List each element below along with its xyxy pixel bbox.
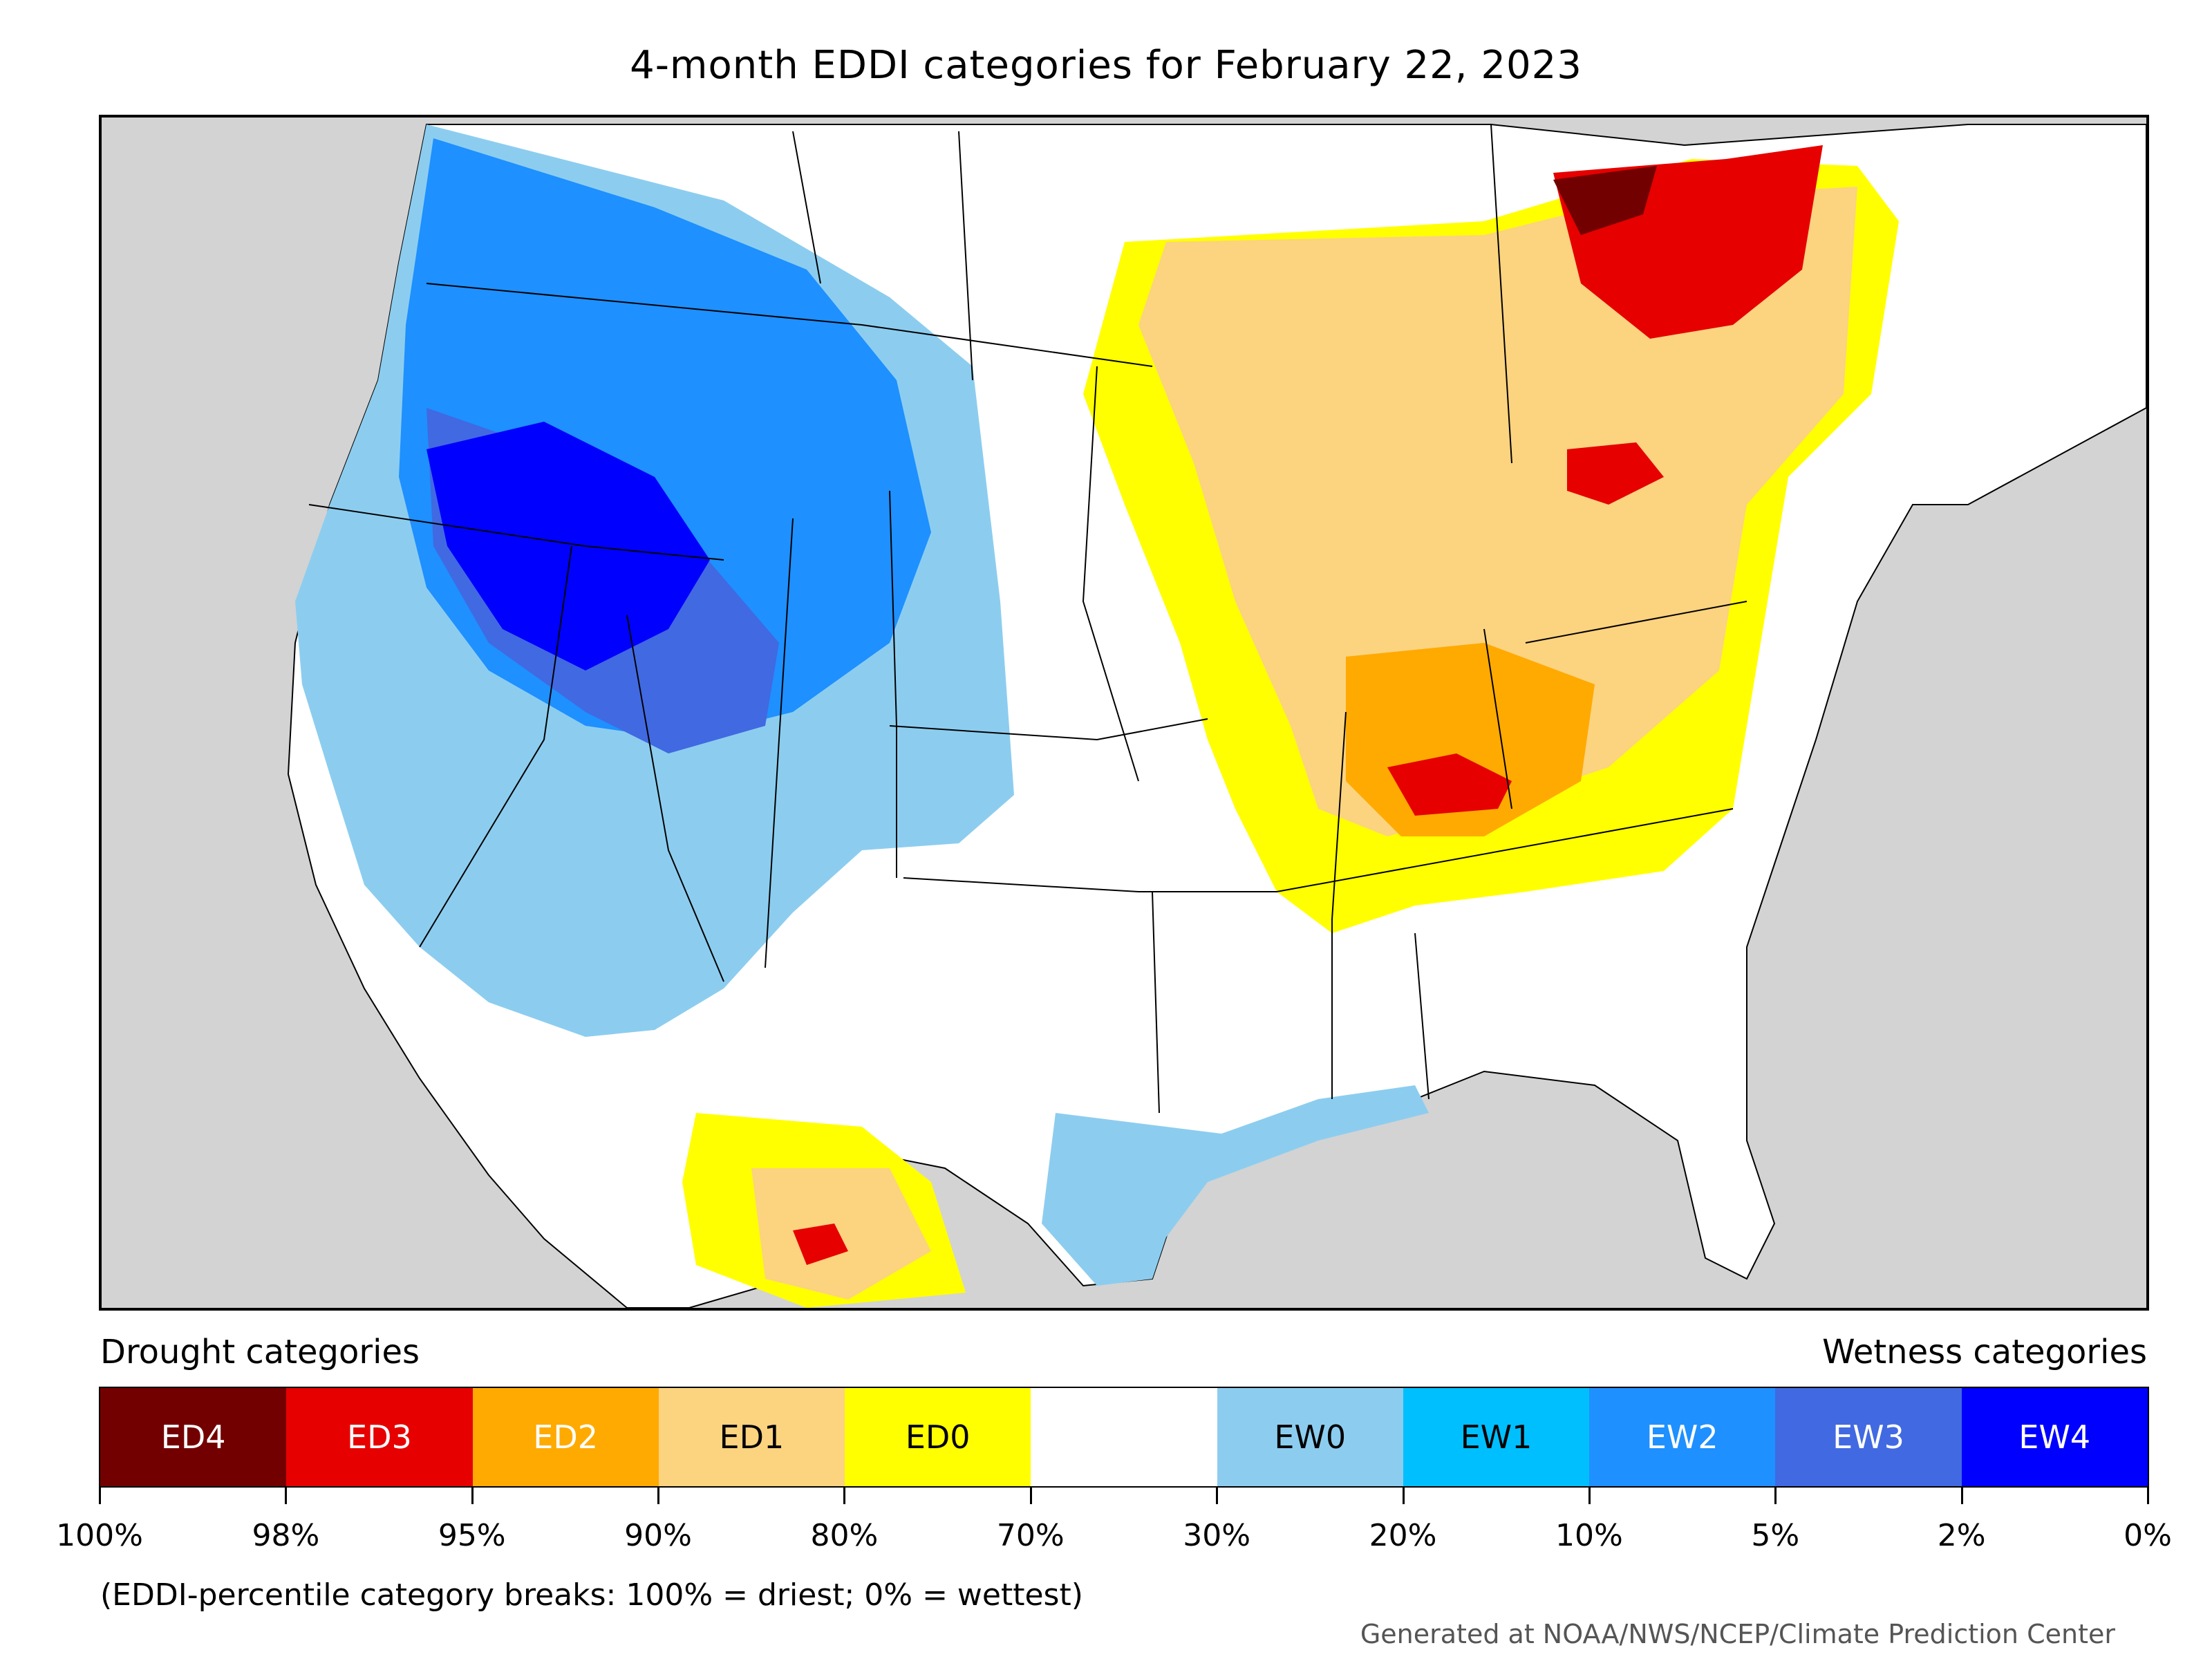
ed1-east xyxy=(1138,187,1857,836)
drought-categories-heading: Drought categories xyxy=(100,1333,420,1371)
legend-break-label: 10% xyxy=(1555,1518,1623,1553)
legend-break-label: 30% xyxy=(1183,1518,1251,1553)
legend-break-label: 70% xyxy=(996,1518,1065,1553)
legend-swatch-ed3: ED3 xyxy=(286,1388,473,1486)
legend-swatch-ew3: EW3 xyxy=(1775,1388,1962,1486)
legend-break-label: 98% xyxy=(252,1518,320,1553)
legend-break-label: 5% xyxy=(1751,1518,1800,1553)
wetness-categories-heading: Wetness categories xyxy=(1822,1333,2147,1371)
legend-footnote: (EDDI-percentile category breaks: 100% =… xyxy=(100,1577,1083,1613)
ed4-quebec xyxy=(1553,166,1657,235)
legend-break-label: 100% xyxy=(56,1518,143,1553)
ew0-gulf xyxy=(1042,1085,1429,1286)
legend-swatch-ed1: ED1 xyxy=(658,1388,845,1486)
legend-tick xyxy=(1774,1486,1777,1504)
ed1-southwest xyxy=(751,1168,931,1300)
ed3-arizona xyxy=(793,1224,848,1265)
ed3-ontario xyxy=(1567,442,1664,505)
legend-tick xyxy=(843,1486,846,1504)
credit-line: Generated at NOAA/NWS/NCEP/Climate Predi… xyxy=(1360,1619,2115,1649)
map-title: 4-month EDDI categories for February 22,… xyxy=(630,43,1582,88)
legend-tick xyxy=(1029,1486,1032,1504)
legend-tick xyxy=(99,1486,101,1504)
legend-tick xyxy=(2147,1486,2149,1504)
legend-swatch-ed0: ED0 xyxy=(845,1388,1031,1486)
legend-tick xyxy=(657,1486,660,1504)
legend-break-label: 95% xyxy=(438,1518,506,1553)
eddi-map xyxy=(287,124,2146,1308)
category-legend-bar: ED4 ED3 ED2 ED1 ED0 EW0 EW1 EW2 EW3 EW4 xyxy=(99,1387,2149,1488)
legend-tick xyxy=(1402,1486,1405,1504)
ed3-kentucky xyxy=(1387,753,1512,816)
legend-tick xyxy=(1588,1486,1591,1504)
legend-swatch-ew0: EW0 xyxy=(1217,1388,1403,1486)
legend-tick xyxy=(285,1486,288,1504)
legend-break-label: 2% xyxy=(1937,1518,1986,1553)
legend-swatch-normal xyxy=(1031,1388,1217,1486)
legend-break-label: 20% xyxy=(1369,1518,1437,1553)
legend-swatch-ed4: ED4 xyxy=(100,1388,287,1486)
legend-ticks xyxy=(99,1486,2149,1507)
legend-tick xyxy=(1216,1486,1219,1504)
legend-swatch-ew1: EW1 xyxy=(1403,1388,1590,1486)
legend-break-label: 90% xyxy=(624,1518,692,1553)
legend-tick xyxy=(471,1486,474,1504)
legend-swatch-ew2: EW2 xyxy=(1589,1388,1776,1486)
legend-break-label: 80% xyxy=(810,1518,879,1553)
legend-swatch-ew4: EW4 xyxy=(1961,1388,2148,1486)
legend-swatch-ed2: ED2 xyxy=(472,1388,659,1486)
legend-tick xyxy=(1960,1486,1963,1504)
boundary-lines xyxy=(308,124,1747,1114)
legend-break-label: 0% xyxy=(2124,1518,2172,1553)
ew4-basin xyxy=(427,422,710,671)
map-panel xyxy=(99,115,2149,1311)
